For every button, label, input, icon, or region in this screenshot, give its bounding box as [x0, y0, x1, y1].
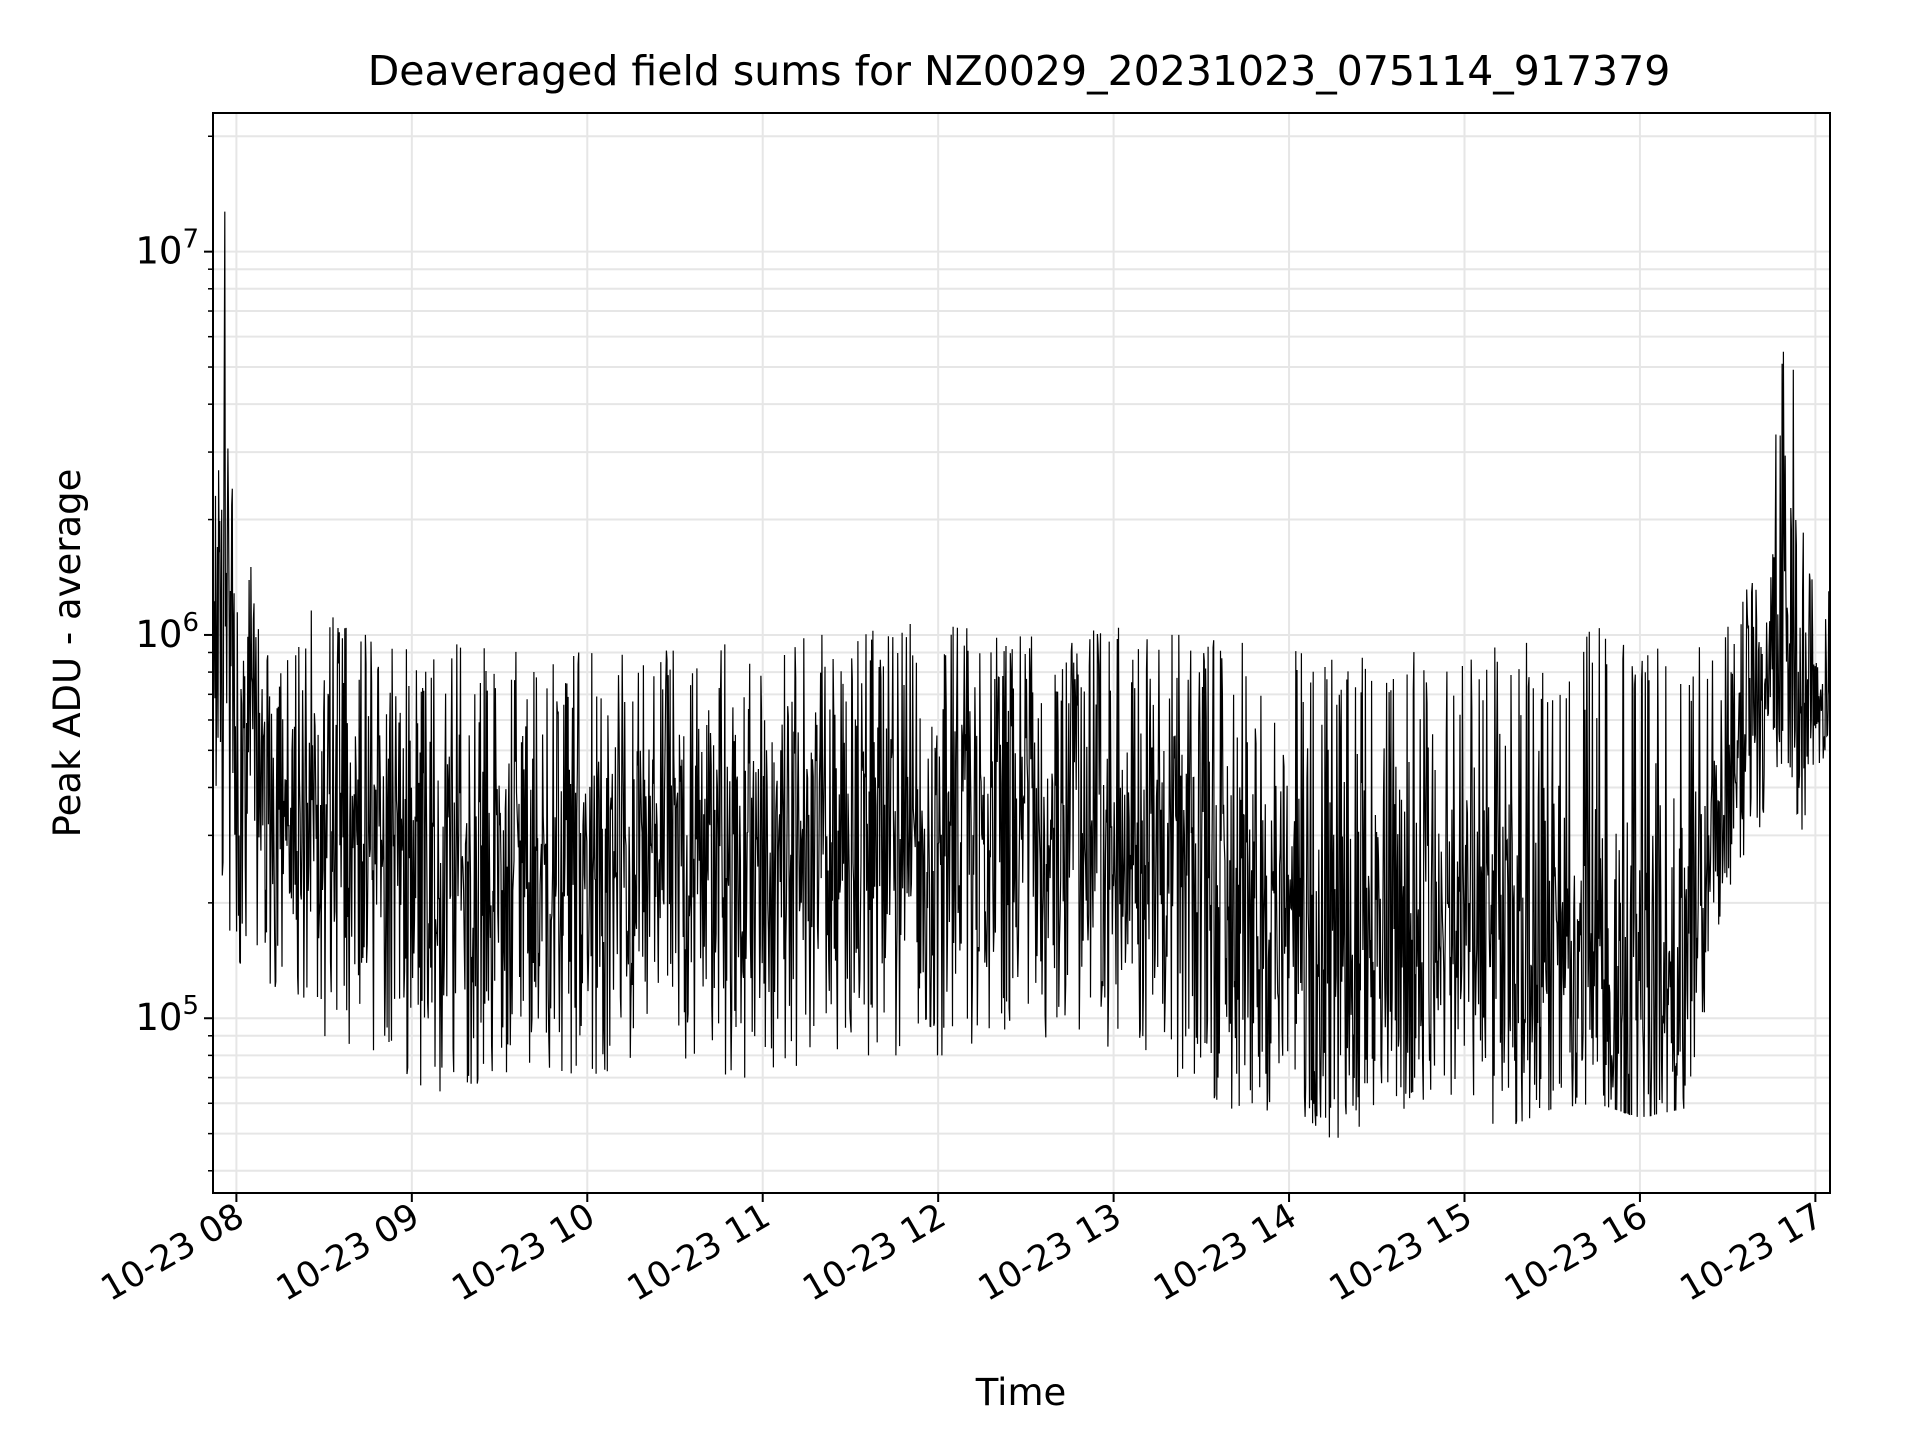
data-series	[213, 211, 1830, 1138]
y-tick-label: 105	[135, 991, 199, 1039]
series-line	[213, 211, 1830, 1138]
x-axis-label: Time	[975, 1371, 1067, 1414]
y-tick-label: 106	[135, 608, 199, 656]
y-tick-label: 107	[135, 225, 199, 273]
y-axis-label: Peak ADU - average	[46, 469, 89, 838]
chart-title: Deaveraged field sums for NZ0029_2023102…	[368, 47, 1671, 95]
y-axis: 105 106 107	[135, 135, 213, 1172]
